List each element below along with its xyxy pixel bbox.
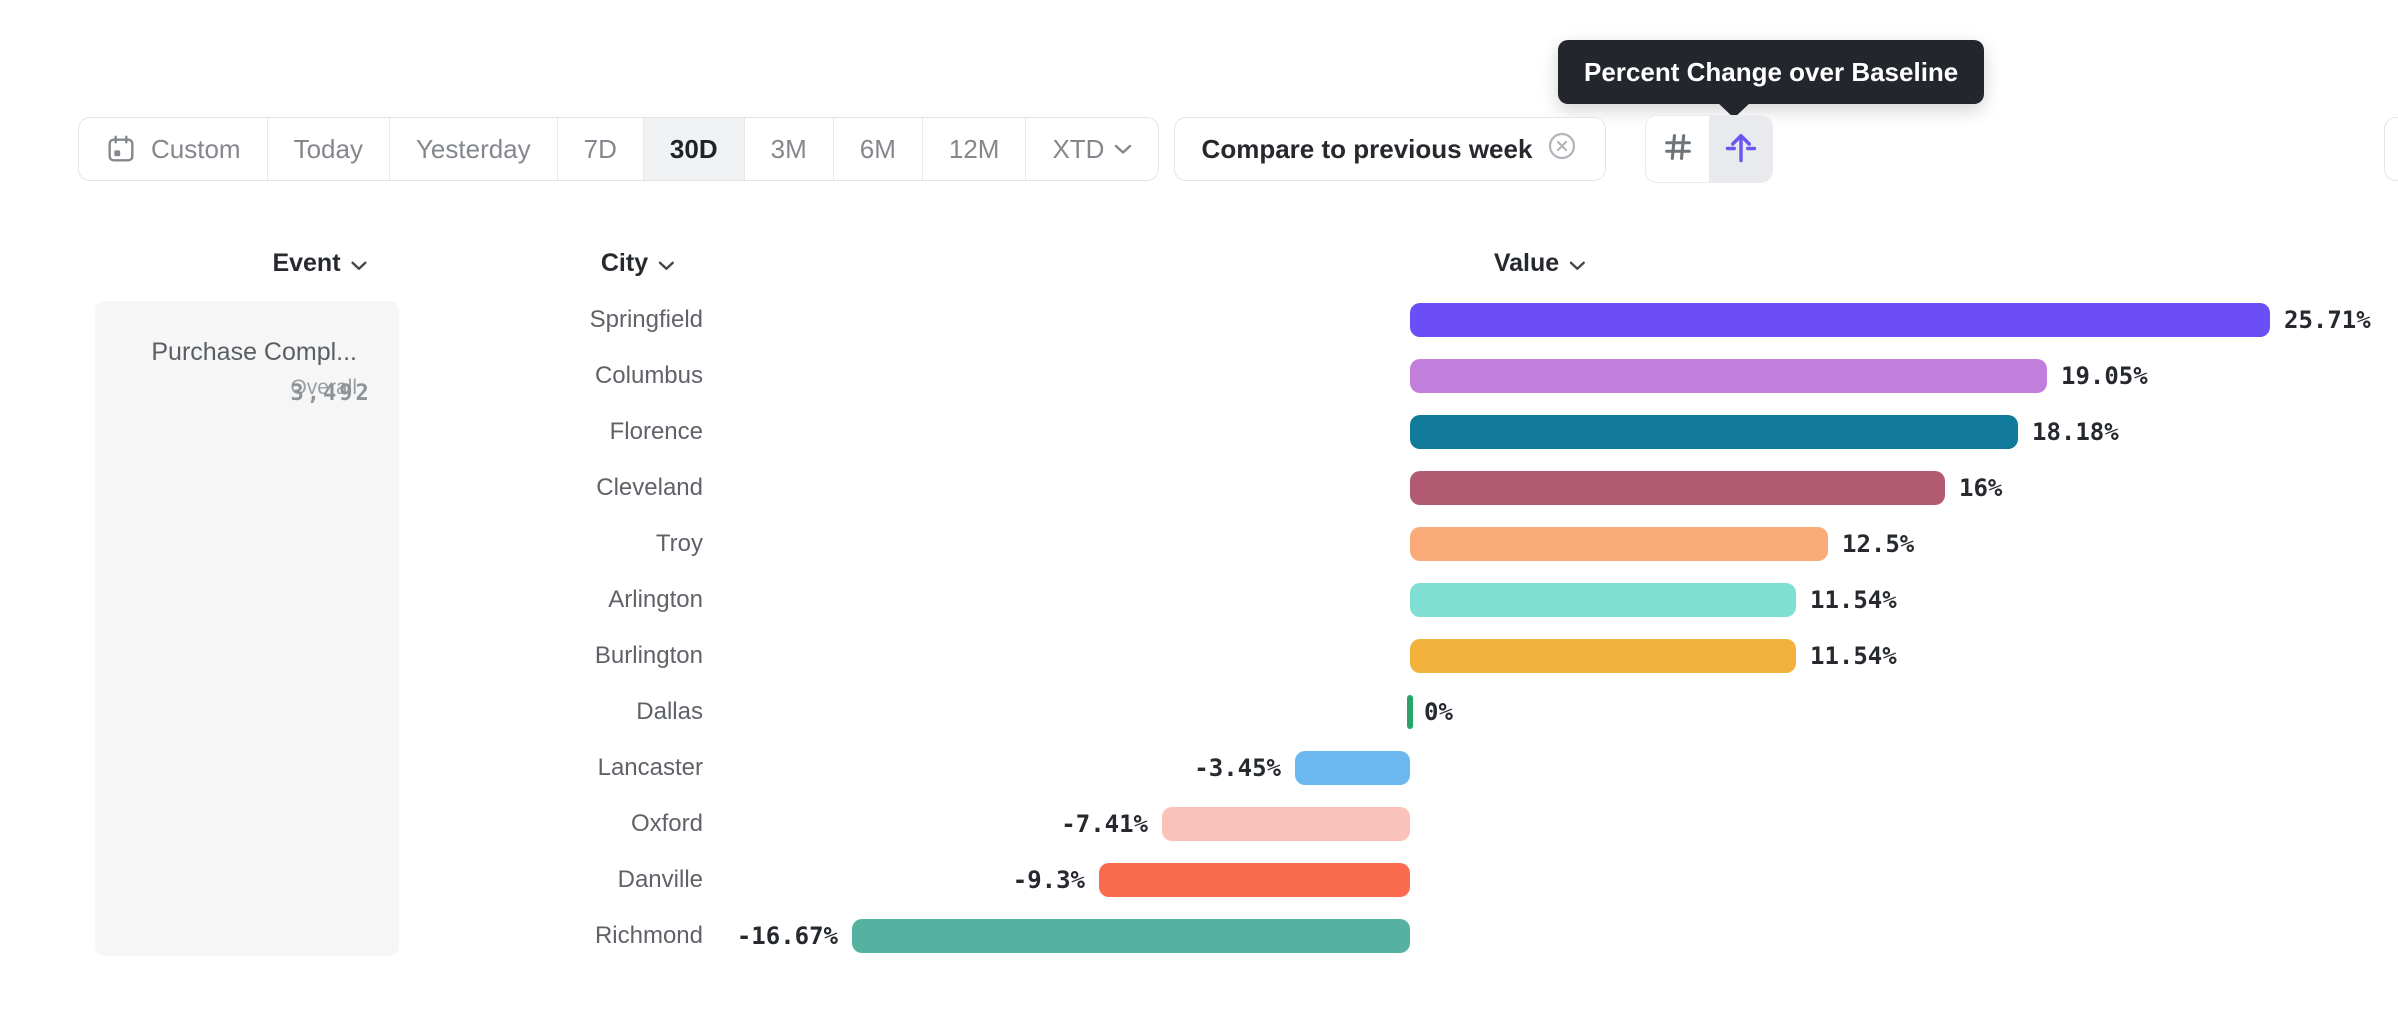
date-range-toolbar: Custom Today Yesterday 7D 30D 3M 6M 12M … <box>78 117 1160 181</box>
value-bar[interactable] <box>1410 527 1828 561</box>
range-label: Custom <box>151 133 241 164</box>
percent-change-toggle[interactable] <box>1709 116 1772 182</box>
range-30d[interactable]: 30D <box>643 118 745 180</box>
value-bar[interactable] <box>1410 471 1945 505</box>
city-label: Springfield <box>589 306 703 333</box>
value-bar[interactable] <box>1410 583 1796 617</box>
value-bar[interactable] <box>1099 863 1410 897</box>
value-bar[interactable] <box>1410 639 1796 673</box>
city-label: Arlington <box>608 586 703 613</box>
city-label: Troy <box>655 530 703 557</box>
city-label: Dallas <box>636 698 703 725</box>
baseline-lift-icon <box>1723 129 1759 170</box>
chevron-down-icon <box>1569 249 1586 278</box>
overall-label: Overall <box>290 376 357 399</box>
value-label: 11.54% <box>1810 642 1897 670</box>
value-bar[interactable] <box>1410 303 2270 337</box>
city-label: Lancaster <box>597 754 703 781</box>
range-7d[interactable]: 7D <box>558 118 644 180</box>
chart-row: Springfield 25.71% <box>0 303 2398 337</box>
range-custom[interactable]: Custom <box>79 118 268 180</box>
value-label: -16.67% <box>736 922 838 950</box>
calendar-icon <box>105 133 137 165</box>
range-xtd[interactable]: XTD <box>1026 118 1158 180</box>
city-label: Danville <box>617 866 703 893</box>
chart-row: Dallas 0% <box>0 695 2398 729</box>
city-label: Florence <box>609 418 703 445</box>
value-bar[interactable] <box>1410 415 2018 449</box>
chart-row: Florence 18.18% <box>0 415 2398 449</box>
chart-value-mode-toggle <box>1645 115 1773 183</box>
value-label: -3.45% <box>1194 754 1281 782</box>
absolute-numbers-toggle[interactable] <box>1646 116 1709 182</box>
event-title: Purchase Compl... <box>151 338 357 366</box>
chart-row: Troy 12.5% <box>0 527 2398 561</box>
chevron-down-icon <box>351 249 368 278</box>
city-label: Richmond <box>594 922 703 949</box>
value-label: 11.54% <box>1810 586 1897 614</box>
overall-value: 3,492 <box>290 381 372 406</box>
city-label: Columbus <box>594 362 703 389</box>
city-label: Cleveland <box>596 474 703 501</box>
chart-row: Richmond -16.67% <box>0 919 2398 953</box>
chart-row: Columbus 19.05% <box>0 359 2398 393</box>
tooltip-percent-change: Percent Change over Baseline <box>1558 40 1985 104</box>
event-card[interactable]: Purchase Compl... Overall 3,492 <box>95 301 399 956</box>
chevron-down-icon <box>658 249 675 278</box>
chart-row: Burlington 11.54% <box>0 639 2398 673</box>
value-label: 18.18% <box>2032 418 2119 446</box>
value-bar[interactable] <box>1410 359 2047 393</box>
value-bar[interactable] <box>1295 751 1410 785</box>
chevron-down-icon <box>1114 143 1132 155</box>
range-12m[interactable]: 12M <box>923 118 1027 180</box>
event-overall-row: Overall 3,492 <box>290 376 368 406</box>
value-bar[interactable] <box>1407 695 1413 729</box>
value-bar[interactable] <box>852 919 1410 953</box>
chart-row: Cleveland 16% <box>0 471 2398 505</box>
city-label: Burlington <box>594 642 703 669</box>
value-label: 0% <box>1424 698 1453 726</box>
circle-x-icon[interactable] <box>1546 130 1578 169</box>
compare-label: Compare to previous week <box>1201 133 1533 164</box>
value-label: -9.3% <box>1012 866 1085 894</box>
value-label: 16% <box>1959 474 2003 502</box>
range-today[interactable]: Today <box>268 118 390 180</box>
column-header-value[interactable]: Value <box>1494 246 1586 280</box>
column-header-city[interactable]: City <box>601 246 675 280</box>
hash-icon <box>1661 130 1695 169</box>
chart-row: Arlington 11.54% <box>0 583 2398 617</box>
chart-row: Danville -9.3% <box>0 863 2398 897</box>
value-label: 25.71% <box>2284 306 2371 334</box>
range-6m[interactable]: 6M <box>834 118 923 180</box>
value-bar[interactable] <box>1162 807 1410 841</box>
chart-row: Lancaster -3.45% <box>0 751 2398 785</box>
tooltip-arrow <box>1717 102 1751 118</box>
date-range-group: Custom Today Yesterday 7D 30D 3M 6M 12M … <box>78 117 1160 181</box>
column-header-event[interactable]: Event <box>272 246 367 280</box>
value-label: 19.05% <box>2061 362 2148 390</box>
range-3m[interactable]: 3M <box>745 118 834 180</box>
value-label: 12.5% <box>1842 530 1915 558</box>
chart-row: Oxford -7.41% <box>0 807 2398 841</box>
city-label: Oxford <box>630 810 703 837</box>
compare-to-previous-week-chip[interactable]: Compare to previous week <box>1174 117 1606 181</box>
value-label: -7.41% <box>1061 810 1148 838</box>
range-yesterday[interactable]: Yesterday <box>390 118 558 180</box>
